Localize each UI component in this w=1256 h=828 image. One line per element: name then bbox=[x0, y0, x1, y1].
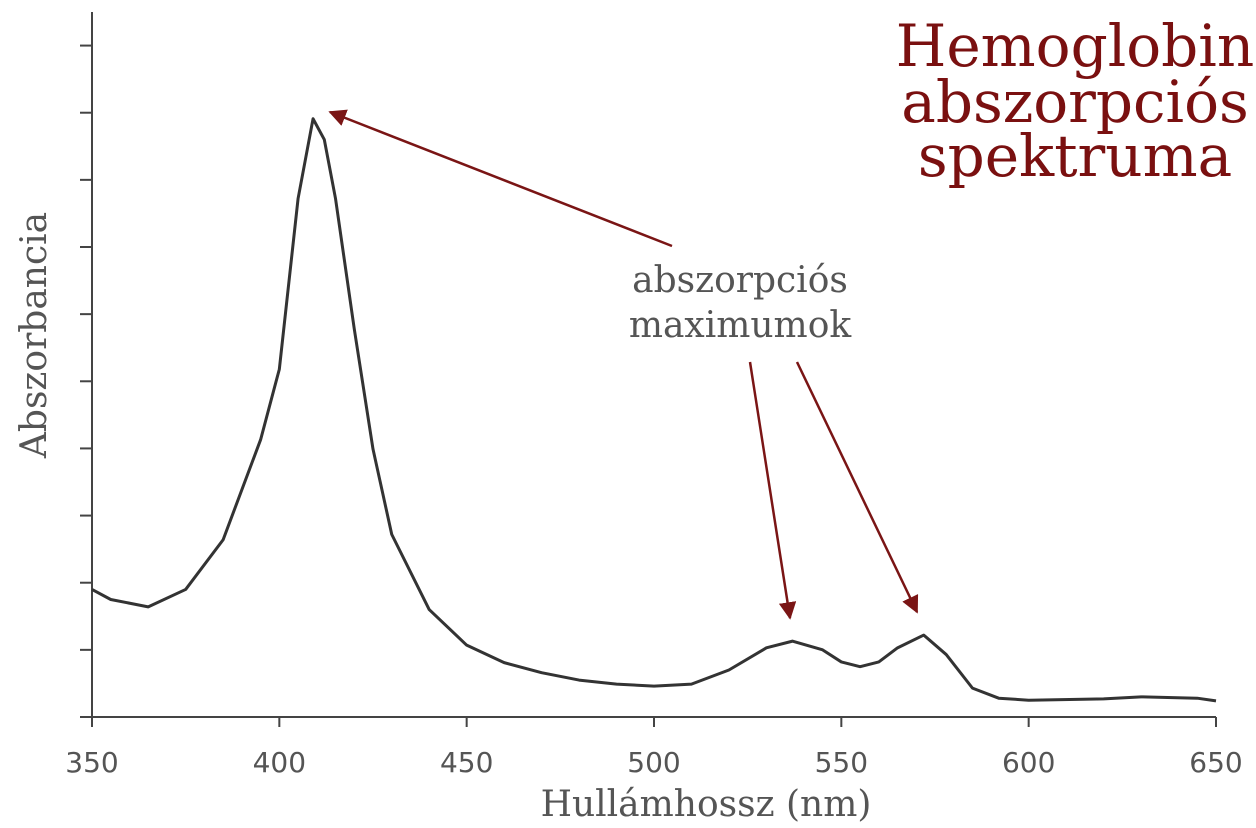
x-axis-label: Hullámhossz (nm) bbox=[541, 784, 872, 825]
annotation-arrows bbox=[328, 109, 919, 620]
x-tick-label: 350 bbox=[65, 746, 118, 779]
annotation: maximumok bbox=[629, 305, 853, 346]
arrow bbox=[748, 361, 797, 620]
x-tick-label: 550 bbox=[815, 746, 868, 779]
spectrum-line bbox=[91, 117, 1217, 703]
x-tick-label: 400 bbox=[253, 746, 306, 779]
arrow bbox=[795, 361, 919, 614]
x-tick-label: 600 bbox=[1002, 746, 1055, 779]
x-tick-label: 500 bbox=[627, 746, 680, 779]
y-axis-label: Abszorbancia bbox=[14, 212, 55, 459]
chart-title: Hemoglobin bbox=[896, 12, 1254, 80]
arrow bbox=[328, 109, 673, 248]
x-tick-label: 650 bbox=[1189, 746, 1242, 779]
annotation: abszorpciós bbox=[632, 260, 848, 301]
chart-title: spektruma bbox=[918, 122, 1232, 190]
x-tick-label: 450 bbox=[440, 746, 493, 779]
chart-title: abszorpciós bbox=[901, 68, 1249, 136]
